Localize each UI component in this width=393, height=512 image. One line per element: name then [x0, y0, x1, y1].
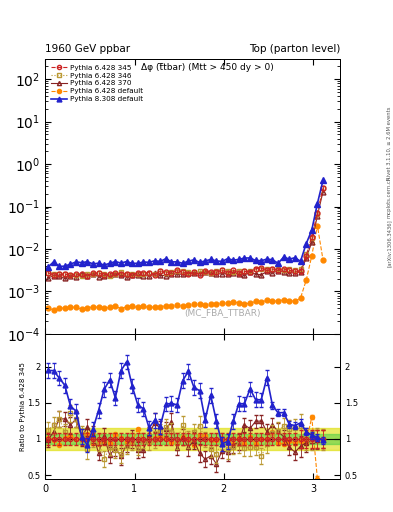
Text: Top (parton level): Top (parton level): [248, 44, 340, 54]
Text: (MC_FBA_TTBAR): (MC_FBA_TTBAR): [184, 308, 260, 317]
Text: 1960 GeV ppbar: 1960 GeV ppbar: [45, 44, 130, 54]
Text: Δφ (t̅tbar) (Mtt > 450 dy > 0): Δφ (t̅tbar) (Mtt > 450 dy > 0): [141, 63, 274, 72]
Legend: Pythia 6.428 345, Pythia 6.428 346, Pythia 6.428 370, Pythia 6.428 default, Pyth: Pythia 6.428 345, Pythia 6.428 346, Pyth…: [49, 62, 145, 104]
Text: Rivet 3.1.10, ≥ 2.6M events: Rivet 3.1.10, ≥ 2.6M events: [387, 106, 391, 180]
Y-axis label: Ratio to Pythia 6.428 345: Ratio to Pythia 6.428 345: [20, 362, 26, 451]
Text: mcplots.cern.ch: mcplots.cern.ch: [387, 176, 391, 218]
Text: [arXiv:1306.3436]: [arXiv:1306.3436]: [387, 219, 391, 267]
